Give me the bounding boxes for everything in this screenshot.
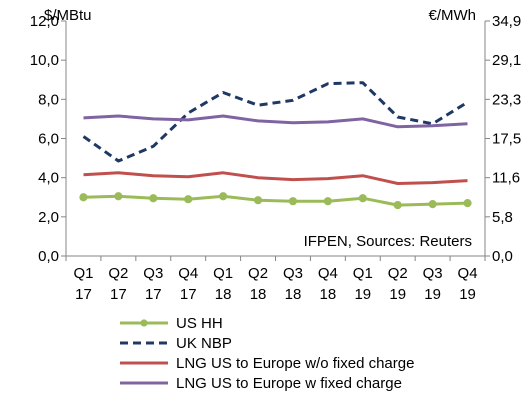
series-group: [79, 81, 472, 210]
legend-label: US HH: [176, 315, 223, 332]
series-line-0: [83, 194, 468, 207]
x-tick-label-year: 18: [320, 286, 337, 303]
series-point: [114, 192, 123, 201]
right-tick-label: 29,1: [492, 52, 521, 69]
left-tick-label: 0,0: [38, 248, 59, 265]
right-axis-ticks: 0,0 5,8 11,6 17,5 23,3 29,1 34,9: [485, 13, 521, 265]
series-line-3: [83, 114, 468, 129]
right-axis-unit: €/MWh: [428, 7, 476, 24]
x-tick-label-quarter: Q1: [213, 265, 233, 282]
left-tick-label: 6,0: [38, 131, 59, 148]
left-tick-label: 2,0: [38, 209, 59, 226]
series-point: [463, 199, 472, 208]
left-tick-label: 10,0: [30, 52, 59, 69]
left-tick-label: 8,0: [38, 91, 59, 108]
legend-label: LNG US to Europe w/o fixed charge: [176, 355, 414, 372]
x-tick-label-year: 18: [215, 286, 232, 303]
x-axis-ticks: Q1 17 Q2 17 Q3 17 Q4 17 Q1 18 Q2 18 Q3 18 Q4 18 Q1 19 Q2 19…: [65, 256, 486, 303]
legend: US HH UK NBP LNG US to Europe w/o fixed ch…: [120, 315, 414, 392]
series-line-2: [83, 171, 468, 185]
left-axis-unit: $/MBtu: [44, 7, 92, 24]
series-line-1: [82, 81, 469, 163]
x-tick-label-year: 17: [75, 286, 92, 303]
series-point: [184, 195, 193, 204]
x-tick-label-quarter: Q3: [143, 265, 163, 282]
right-tick-label: 23,3: [492, 91, 521, 108]
right-tick-label: 5,8: [492, 209, 513, 226]
series-point: [393, 200, 402, 210]
x-tick-label-quarter: Q2: [248, 265, 268, 282]
series-point: [219, 192, 228, 201]
x-tick-label-quarter: Q4: [458, 265, 478, 282]
x-tick-label-year: 17: [145, 286, 162, 303]
legend-label: UK NBP: [176, 335, 232, 352]
axes: [65, 21, 486, 257]
legend-label: LNG US to Europe w fixed charge: [176, 375, 402, 392]
x-tick-label-year: 18: [285, 286, 302, 303]
x-tick-label-year: 17: [110, 286, 127, 303]
x-tick-label-quarter: Q3: [423, 265, 443, 282]
right-tick-label: 34,9: [492, 13, 521, 30]
right-tick-label: 11,6: [492, 170, 520, 187]
series-point: [358, 194, 367, 203]
right-tick-label: 17,5: [492, 131, 521, 148]
x-tick-label-quarter: Q2: [108, 265, 128, 282]
series-point: [149, 194, 158, 203]
series-point: [323, 197, 332, 206]
series-point: [288, 197, 298, 206]
x-tick-label-year: 19: [459, 286, 476, 303]
x-tick-label-quarter: Q3: [283, 265, 303, 282]
x-tick-label-year: 17: [180, 286, 197, 303]
x-tick-label-year: 18: [250, 286, 267, 303]
right-tick-label: 0,0: [492, 248, 513, 265]
series-point: [253, 196, 263, 205]
x-tick-label-quarter: Q1: [73, 265, 93, 282]
source-annotation: IFPEN, Sources: Reuters: [304, 233, 472, 250]
x-tick-label-quarter: Q2: [388, 265, 408, 282]
legend-marker: [140, 319, 148, 327]
x-tick-label-quarter: Q4: [318, 265, 338, 282]
x-tick-label-quarter: Q1: [353, 265, 373, 282]
x-tick-label-year: 19: [424, 286, 441, 303]
left-axis-ticks: 0,0 2,0 4,0 6,0 8,0 10,0 12,0: [30, 13, 66, 265]
x-tick-label-quarter: Q4: [178, 265, 198, 282]
x-tick-label-year: 19: [354, 286, 371, 303]
left-tick-label: 4,0: [38, 170, 59, 187]
left-tick-label: 12,0: [30, 13, 59, 30]
series-point: [79, 193, 88, 202]
series-point: [428, 200, 437, 209]
x-tick-label-year: 19: [389, 286, 406, 303]
